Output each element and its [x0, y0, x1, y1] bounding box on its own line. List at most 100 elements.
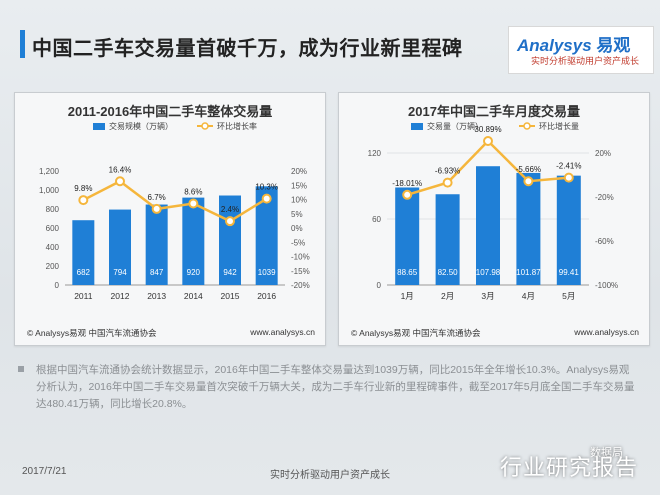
logo-slogan: 实时分析驱动用户资产成长 — [531, 56, 640, 66]
bar-value-label: 682 — [77, 268, 91, 277]
growth-label: 6.7% — [148, 193, 166, 202]
y-tick-label: 1,000 — [39, 186, 60, 195]
x-tick-label: 3月 — [481, 291, 494, 301]
logo-en: Analysys — [517, 36, 592, 55]
growth-point — [115, 176, 125, 187]
bar — [435, 194, 460, 285]
growth-point — [225, 216, 235, 227]
growth-point — [483, 136, 493, 147]
legend-bar-swatch — [93, 123, 105, 130]
x-tick-label: 1月 — [401, 291, 414, 301]
legend-line-marker — [201, 122, 209, 130]
title-accent-bar — [20, 30, 25, 58]
y2-tick-label: 15% — [291, 181, 307, 190]
x-tick-label: 2016 — [257, 291, 276, 301]
analysys-logo: Analysys 易观 实时分析驱动用户资产成长 — [508, 26, 654, 74]
y2-tick-label: -20% — [595, 193, 614, 202]
growth-line — [82, 179, 268, 223]
y-tick-label: 0 — [377, 281, 382, 290]
bar-value-label: 794 — [113, 268, 127, 277]
growth-label: -6.93% — [435, 167, 460, 176]
growth-label: 30.89% — [474, 125, 501, 134]
growth-point — [523, 176, 534, 187]
page-title: 中国二手车交易量首破千万，成为行业新里程碑 — [32, 38, 463, 60]
note-bullet-icon — [18, 366, 24, 372]
bar — [182, 197, 205, 285]
growth-label: -2.41% — [556, 162, 581, 171]
y-tick-label: 800 — [46, 205, 60, 214]
legend-bar-swatch — [411, 123, 423, 130]
x-tick-label: 2015 — [221, 291, 240, 301]
bar-value-label: 920 — [187, 268, 201, 277]
y2-tick-label: 10% — [291, 196, 307, 205]
analysis-note: 根据中国汽车流通协会统计数据显示，2016年中国二手车整体交易量达到1039万辆… — [36, 364, 635, 410]
title-bar: 中国二手车交易量首破千万，成为行业新里程碑 Analysys 易观 实时分析驱动… — [0, 12, 660, 74]
legend-line-label: 环比增长量 — [539, 121, 579, 131]
growth-label: -5.66% — [516, 165, 541, 174]
growth-point — [188, 198, 199, 209]
footer-date: 2017/7/21 — [22, 466, 67, 477]
growth-point — [78, 195, 89, 206]
growth-point — [151, 203, 162, 214]
logo-text: Analysys 易观 — [517, 31, 630, 56]
chart-panel-monthly: 2017年中国二手车月度交易量 交易量（万辆） 环比增长量 0 60 120 -100% -… — [338, 92, 650, 346]
x-tick-label: 2014 — [184, 291, 203, 301]
growth-point — [261, 193, 272, 204]
y-tick-label: 0 — [55, 281, 60, 290]
chart-website-monthly: www.analysys.cn — [574, 327, 639, 337]
growth-point — [563, 172, 574, 183]
bar-value-label: 107.98 — [476, 268, 501, 277]
bar — [145, 204, 168, 285]
y-tick-label: 120 — [368, 149, 382, 158]
chart-title-monthly: 2017年中国二手车月度交易量 — [408, 104, 580, 119]
bar-value-label: 1039 — [258, 268, 276, 277]
bar — [109, 209, 131, 285]
growth-label: 2.4% — [221, 205, 239, 214]
x-tick-label: 2012 — [111, 291, 130, 301]
annual-chart-svg: 交易规模（万辆） 环比增长率 0 200 400 600 800 1,000 1,200 -20%… — [39, 121, 310, 301]
y2-tick-label: 5% — [291, 210, 303, 219]
growth-point — [442, 177, 453, 188]
x-tick-label: 4月 — [522, 291, 535, 301]
bar-value-label: 99.41 — [559, 268, 580, 277]
chart-website-annual: www.analysys.cn — [250, 327, 315, 337]
bar-value-label: 942 — [223, 268, 237, 277]
y2-tick-label: -10% — [291, 253, 310, 262]
bar — [556, 175, 581, 285]
growth-label: 16.4% — [109, 165, 132, 174]
y2-tick-label: -5% — [291, 238, 305, 247]
bar — [476, 166, 500, 285]
y-tick-label: 200 — [46, 262, 60, 271]
y2-tick-label: -60% — [595, 237, 614, 246]
bar-value-label: 101.87 — [516, 268, 541, 277]
y2-tick-label: 20% — [595, 149, 611, 158]
monthly-chart-svg: 交易量（万辆） 环比增长量 0 60 120 -100% -60% -20% 20% 88.65 1… — [368, 121, 618, 301]
logo-cn: 易观 — [596, 36, 631, 55]
chart-source-annual: © Analysys易观 中国汽车流通协会 — [27, 328, 157, 338]
legend-bar-label: 交易量（万辆） — [427, 121, 483, 131]
x-tick-label: 2011 — [74, 291, 93, 301]
bar-value-label: 847 — [150, 268, 164, 277]
bar — [72, 220, 95, 285]
x-tick-label: 5月 — [562, 291, 575, 301]
growth-label: -18.01% — [392, 179, 422, 188]
growth-label: 9.8% — [74, 184, 92, 193]
y-tick-label: 1,200 — [39, 167, 60, 176]
growth-label: 10.3% — [255, 183, 278, 192]
legend-line-label: 环比增长率 — [217, 121, 257, 131]
y2-tick-label: 20% — [291, 167, 307, 176]
x-tick-label: 2013 — [147, 291, 166, 301]
bar — [395, 187, 420, 285]
chart-title-annual: 2011-2016年中国二手车整体交易量 — [67, 104, 273, 119]
y2-tick-label: -100% — [595, 281, 618, 290]
y2-tick-label: -20% — [291, 281, 310, 290]
chart-panel-annual: 2011-2016年中国二手车整体交易量 交易规模（万辆） 环比增长率 0 200 40… — [14, 92, 326, 346]
bar — [255, 186, 278, 285]
bar — [516, 172, 541, 285]
watermark-small: 数据局 — [590, 447, 623, 459]
watermark: 行业研究报告 — [500, 455, 639, 480]
growth-label: 8.6% — [184, 187, 202, 196]
x-tick-label: 2月 — [441, 291, 454, 301]
legend-line-marker — [523, 122, 531, 130]
y2-tick-label: 0% — [291, 224, 303, 233]
